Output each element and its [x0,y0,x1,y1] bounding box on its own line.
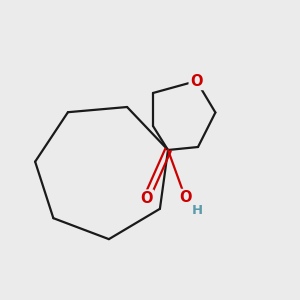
Text: O: O [140,191,153,206]
Text: O: O [179,190,192,206]
Text: O: O [190,74,203,88]
Text: H: H [192,204,203,217]
